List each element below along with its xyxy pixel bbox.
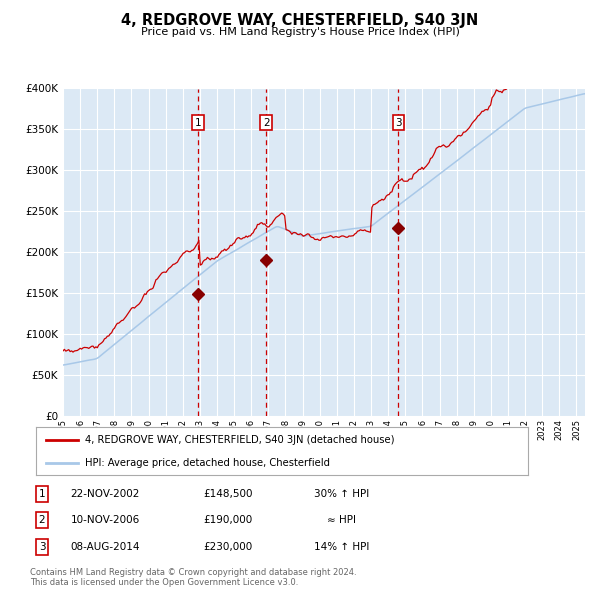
Text: 2: 2 (38, 516, 46, 525)
Text: Contains HM Land Registry data © Crown copyright and database right 2024.
This d: Contains HM Land Registry data © Crown c… (30, 568, 356, 587)
Text: 14% ↑ HPI: 14% ↑ HPI (314, 542, 370, 552)
Text: 22-NOV-2002: 22-NOV-2002 (70, 489, 140, 499)
Text: 1: 1 (38, 489, 46, 499)
Text: £230,000: £230,000 (203, 542, 253, 552)
Text: 2: 2 (263, 118, 269, 128)
Text: 3: 3 (395, 118, 402, 128)
Text: HPI: Average price, detached house, Chesterfield: HPI: Average price, detached house, Ches… (85, 458, 330, 468)
Text: 4, REDGROVE WAY, CHESTERFIELD, S40 3JN: 4, REDGROVE WAY, CHESTERFIELD, S40 3JN (121, 13, 479, 28)
Text: ≈ HPI: ≈ HPI (328, 516, 356, 525)
Text: 4, REDGROVE WAY, CHESTERFIELD, S40 3JN (detached house): 4, REDGROVE WAY, CHESTERFIELD, S40 3JN (… (85, 435, 395, 445)
Text: 10-NOV-2006: 10-NOV-2006 (70, 516, 140, 525)
Text: 08-AUG-2014: 08-AUG-2014 (70, 542, 140, 552)
Text: £190,000: £190,000 (203, 516, 253, 525)
Text: 3: 3 (38, 542, 46, 552)
Text: 1: 1 (195, 118, 202, 128)
Text: 30% ↑ HPI: 30% ↑ HPI (314, 489, 370, 499)
Text: £148,500: £148,500 (203, 489, 253, 499)
Text: Price paid vs. HM Land Registry's House Price Index (HPI): Price paid vs. HM Land Registry's House … (140, 27, 460, 37)
